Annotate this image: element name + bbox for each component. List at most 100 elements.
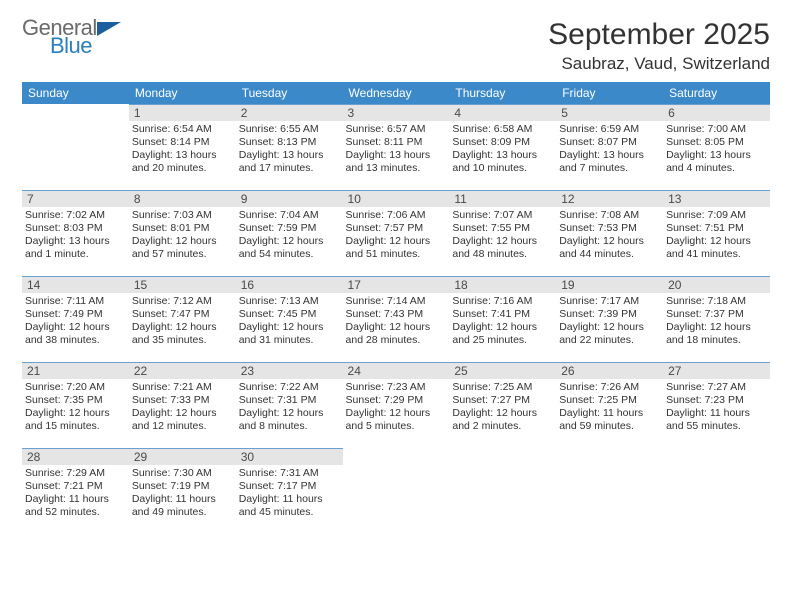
calendar-cell: 13Sunrise: 7:09 AMSunset: 7:51 PMDayligh… xyxy=(663,190,770,276)
sunrise-line: Sunrise: 7:14 AM xyxy=(346,295,447,308)
sunrise-line: Sunrise: 7:17 AM xyxy=(559,295,660,308)
day-detail: Sunrise: 6:57 AMSunset: 8:11 PMDaylight:… xyxy=(343,121,450,176)
sunset-line: Sunset: 7:49 PM xyxy=(25,308,126,321)
sunset-line: Sunset: 8:07 PM xyxy=(559,136,660,149)
title-block: September 2025 Saubraz, Vaud, Switzerlan… xyxy=(548,18,770,74)
sunset-line: Sunset: 7:31 PM xyxy=(239,394,340,407)
day-detail: Sunrise: 7:23 AMSunset: 7:29 PMDaylight:… xyxy=(343,379,450,434)
sunrise-line: Sunrise: 7:11 AM xyxy=(25,295,126,308)
calendar-cell: 7Sunrise: 7:02 AMSunset: 8:03 PMDaylight… xyxy=(22,190,129,276)
calendar-cell: 20Sunrise: 7:18 AMSunset: 7:37 PMDayligh… xyxy=(663,276,770,362)
calendar-cell: 10Sunrise: 7:06 AMSunset: 7:57 PMDayligh… xyxy=(343,190,450,276)
sunrise-line: Sunrise: 7:20 AM xyxy=(25,381,126,394)
header: General Blue September 2025 Saubraz, Vau… xyxy=(22,18,770,74)
day-detail: Sunrise: 7:18 AMSunset: 7:37 PMDaylight:… xyxy=(663,293,770,348)
day-number: 28 xyxy=(22,448,129,465)
day-number: 22 xyxy=(129,362,236,379)
sunrise-line: Sunrise: 6:57 AM xyxy=(346,123,447,136)
sunset-line: Sunset: 7:35 PM xyxy=(25,394,126,407)
calendar-cell: 4Sunrise: 6:58 AMSunset: 8:09 PMDaylight… xyxy=(449,104,556,190)
daylight-line: Daylight: 11 hours and 45 minutes. xyxy=(239,493,340,519)
sunset-line: Sunset: 7:21 PM xyxy=(25,480,126,493)
sunset-line: Sunset: 7:43 PM xyxy=(346,308,447,321)
sunset-line: Sunset: 7:29 PM xyxy=(346,394,447,407)
calendar-week-row: 1Sunrise: 6:54 AMSunset: 8:14 PMDaylight… xyxy=(22,104,770,190)
daylight-line: Daylight: 12 hours and 25 minutes. xyxy=(452,321,553,347)
sunset-line: Sunset: 7:27 PM xyxy=(452,394,553,407)
daylight-line: Daylight: 12 hours and 31 minutes. xyxy=(239,321,340,347)
sunset-line: Sunset: 8:13 PM xyxy=(239,136,340,149)
day-number: 26 xyxy=(556,362,663,379)
daylight-line: Daylight: 12 hours and 18 minutes. xyxy=(666,321,767,347)
calendar-cell: 3Sunrise: 6:57 AMSunset: 8:11 PMDaylight… xyxy=(343,104,450,190)
sunset-line: Sunset: 7:51 PM xyxy=(666,222,767,235)
calendar-page: General Blue September 2025 Saubraz, Vau… xyxy=(0,0,792,552)
calendar-cell xyxy=(449,448,556,534)
daylight-line: Daylight: 13 hours and 17 minutes. xyxy=(239,149,340,175)
day-detail: Sunrise: 7:08 AMSunset: 7:53 PMDaylight:… xyxy=(556,207,663,262)
daylight-line: Daylight: 12 hours and 5 minutes. xyxy=(346,407,447,433)
daylight-line: Daylight: 13 hours and 10 minutes. xyxy=(452,149,553,175)
sunrise-line: Sunrise: 7:22 AM xyxy=(239,381,340,394)
day-number: 4 xyxy=(449,104,556,121)
day-number: 9 xyxy=(236,190,343,207)
sunset-line: Sunset: 7:55 PM xyxy=(452,222,553,235)
calendar-cell: 28Sunrise: 7:29 AMSunset: 7:21 PMDayligh… xyxy=(22,448,129,534)
daylight-line: Daylight: 13 hours and 4 minutes. xyxy=(666,149,767,175)
day-detail: Sunrise: 7:29 AMSunset: 7:21 PMDaylight:… xyxy=(22,465,129,520)
sunrise-line: Sunrise: 7:09 AM xyxy=(666,209,767,222)
day-detail: Sunrise: 7:11 AMSunset: 7:49 PMDaylight:… xyxy=(22,293,129,348)
sunrise-line: Sunrise: 7:03 AM xyxy=(132,209,233,222)
day-number: 2 xyxy=(236,104,343,121)
weekday-row: SundayMondayTuesdayWednesdayThursdayFrid… xyxy=(22,82,770,104)
calendar-cell: 14Sunrise: 7:11 AMSunset: 7:49 PMDayligh… xyxy=(22,276,129,362)
day-number: 27 xyxy=(663,362,770,379)
day-number: 19 xyxy=(556,276,663,293)
day-detail: Sunrise: 7:30 AMSunset: 7:19 PMDaylight:… xyxy=(129,465,236,520)
calendar-cell xyxy=(663,448,770,534)
day-detail: Sunrise: 6:58 AMSunset: 8:09 PMDaylight:… xyxy=(449,121,556,176)
sunset-line: Sunset: 7:53 PM xyxy=(559,222,660,235)
day-detail: Sunrise: 7:02 AMSunset: 8:03 PMDaylight:… xyxy=(22,207,129,262)
day-number: 12 xyxy=(556,190,663,207)
day-number: 18 xyxy=(449,276,556,293)
day-number: 7 xyxy=(22,190,129,207)
weekday-header: Sunday xyxy=(22,82,129,104)
sunset-line: Sunset: 8:05 PM xyxy=(666,136,767,149)
sunset-line: Sunset: 7:39 PM xyxy=(559,308,660,321)
day-number: 10 xyxy=(343,190,450,207)
sunrise-line: Sunrise: 7:06 AM xyxy=(346,209,447,222)
sunrise-line: Sunrise: 7:16 AM xyxy=(452,295,553,308)
day-detail: Sunrise: 7:26 AMSunset: 7:25 PMDaylight:… xyxy=(556,379,663,434)
sunset-line: Sunset: 8:01 PM xyxy=(132,222,233,235)
day-number: 3 xyxy=(343,104,450,121)
day-detail: Sunrise: 7:06 AMSunset: 7:57 PMDaylight:… xyxy=(343,207,450,262)
sunrise-line: Sunrise: 7:27 AM xyxy=(666,381,767,394)
sunset-line: Sunset: 7:57 PM xyxy=(346,222,447,235)
day-number: 24 xyxy=(343,362,450,379)
daylight-line: Daylight: 12 hours and 8 minutes. xyxy=(239,407,340,433)
day-detail: Sunrise: 7:13 AMSunset: 7:45 PMDaylight:… xyxy=(236,293,343,348)
sunrise-line: Sunrise: 7:12 AM xyxy=(132,295,233,308)
calendar-cell xyxy=(556,448,663,534)
day-number: 14 xyxy=(22,276,129,293)
daylight-line: Daylight: 12 hours and 54 minutes. xyxy=(239,235,340,261)
day-detail: Sunrise: 7:03 AMSunset: 8:01 PMDaylight:… xyxy=(129,207,236,262)
daylight-line: Daylight: 12 hours and 57 minutes. xyxy=(132,235,233,261)
day-detail: Sunrise: 7:21 AMSunset: 7:33 PMDaylight:… xyxy=(129,379,236,434)
calendar-week-row: 7Sunrise: 7:02 AMSunset: 8:03 PMDaylight… xyxy=(22,190,770,276)
daylight-line: Daylight: 13 hours and 13 minutes. xyxy=(346,149,447,175)
day-number: 29 xyxy=(129,448,236,465)
day-detail: Sunrise: 6:54 AMSunset: 8:14 PMDaylight:… xyxy=(129,121,236,176)
sunset-line: Sunset: 7:23 PM xyxy=(666,394,767,407)
sunrise-line: Sunrise: 7:25 AM xyxy=(452,381,553,394)
sunrise-line: Sunrise: 7:21 AM xyxy=(132,381,233,394)
weekday-header: Thursday xyxy=(449,82,556,104)
day-detail: Sunrise: 7:27 AMSunset: 7:23 PMDaylight:… xyxy=(663,379,770,434)
daylight-line: Daylight: 13 hours and 7 minutes. xyxy=(559,149,660,175)
sunrise-line: Sunrise: 7:13 AM xyxy=(239,295,340,308)
calendar-cell xyxy=(343,448,450,534)
calendar-cell: 24Sunrise: 7:23 AMSunset: 7:29 PMDayligh… xyxy=(343,362,450,448)
calendar-week-row: 21Sunrise: 7:20 AMSunset: 7:35 PMDayligh… xyxy=(22,362,770,448)
day-detail: Sunrise: 7:16 AMSunset: 7:41 PMDaylight:… xyxy=(449,293,556,348)
